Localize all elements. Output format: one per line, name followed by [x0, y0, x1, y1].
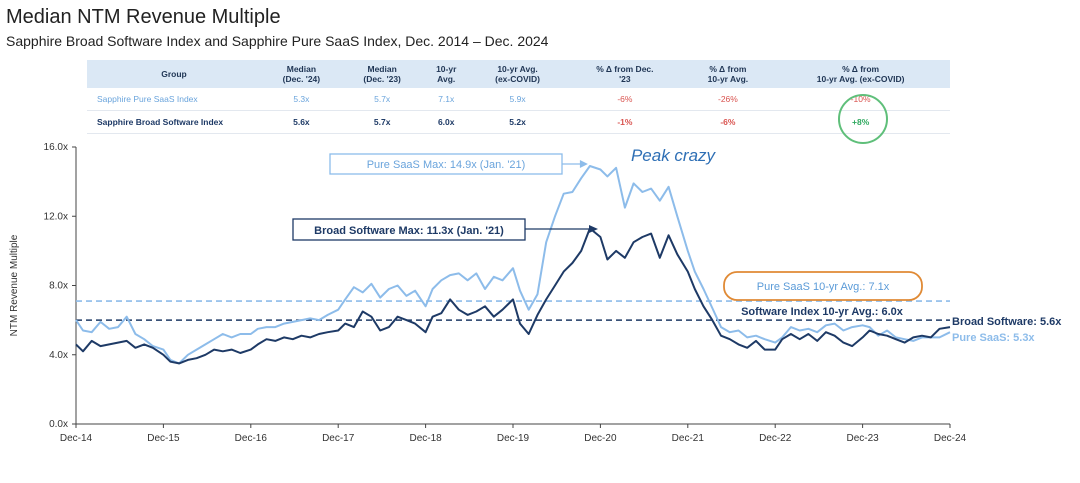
- header-group: Group: [87, 60, 261, 88]
- x-tick-label: Dec-21: [672, 433, 705, 444]
- x-tick-label: Dec-22: [759, 433, 792, 444]
- x-tick-label: Dec-20: [584, 433, 617, 444]
- highlight-circle: [837, 94, 888, 144]
- cell: -26%: [684, 88, 772, 111]
- broad-series-line: [75, 227, 951, 365]
- broad-max-label: Broad Software Max: 11.3x (Jan. '21): [314, 225, 504, 237]
- header-delta-dec23: % Δ from Dec. '23: [565, 60, 685, 88]
- x-tick-label: Dec-15: [147, 433, 180, 444]
- broad-max-arrowhead: [589, 225, 598, 233]
- x-tick-label: Dec-16: [235, 433, 268, 444]
- row-group: Sapphire Pure SaaS Index: [87, 88, 261, 111]
- saas-avg-box: [723, 271, 923, 301]
- cell: -6%: [565, 88, 685, 111]
- summary-table: Group Median (Dec. '24) Median (Dec. '23) …: [87, 60, 950, 144]
- y-tick-label: 12.0x: [44, 211, 68, 222]
- row-group: Sapphire Broad Software Index: [87, 110, 261, 134]
- y-axis-label: NTM Revenue Multiple: [9, 234, 20, 336]
- header-delta-10yr: % Δ from 10-yr Avg.: [684, 60, 772, 88]
- saas-max-arrowhead: [579, 160, 588, 168]
- cell: -6%: [684, 110, 772, 134]
- chart-subtitle: Sapphire Broad Software Index and Sapphi…: [6, 33, 549, 49]
- table-row: Sapphire Pure SaaS Index 5.3x 5.7x 7.1x …: [87, 88, 950, 144]
- cell-circled: -10%: [771, 88, 950, 144]
- saas-avg-label: Pure SaaS 10-yr Avg.: 7.1x: [757, 281, 890, 293]
- cell: 5.2x: [469, 110, 566, 134]
- cell: 7.1x: [422, 88, 470, 111]
- header-median-24: Median (Dec. '24): [261, 60, 342, 88]
- header-median-23: Median (Dec. '23): [341, 60, 423, 88]
- cell: 5.7x: [341, 88, 423, 111]
- y-tick-label: 4.0x: [49, 350, 68, 361]
- x-tick-label: Dec-17: [322, 433, 355, 444]
- chart-title: Median NTM Revenue Multiple: [6, 6, 281, 28]
- cell: 5.7x: [341, 110, 423, 134]
- x-tick-label: Dec-19: [497, 433, 530, 444]
- broad-end-label: Broad Software: 5.6x: [952, 316, 1062, 328]
- y-tick-label: 0.0x: [49, 419, 68, 430]
- cell: 5.9x: [469, 88, 566, 111]
- saas-end-label: Pure SaaS: 5.3x: [952, 332, 1035, 344]
- cell: -1%: [565, 110, 685, 134]
- saas-max-label: Pure SaaS Max: 14.9x (Jan. '21): [367, 159, 526, 171]
- broad-avg-label: Software Index 10-yr Avg.: 6.0x: [741, 306, 904, 318]
- x-tick-label: Dec-24: [934, 433, 967, 444]
- x-tick-label: Dec-18: [409, 433, 442, 444]
- header-delta-10yr-excovid: % Δ from 10-yr Avg. (ex-COVID): [771, 60, 950, 88]
- table-header-row: Group Median (Dec. '24) Median (Dec. '23) …: [87, 60, 950, 88]
- cell: 6.0x: [422, 110, 470, 134]
- saas-series-line: [75, 165, 951, 365]
- header-10yr-avg: 10-yr Avg.: [422, 60, 470, 88]
- cell: 5.6x: [261, 110, 342, 134]
- header-10yr-avg-excovid: 10-yr Avg. (ex-COVID): [469, 60, 566, 88]
- y-tick-label: 8.0x: [49, 281, 68, 292]
- cell: 5.3x: [261, 88, 342, 111]
- x-tick-label: Dec-14: [60, 433, 93, 444]
- x-tick-label: Dec-23: [846, 433, 879, 444]
- table-row: Sapphire Broad Software Index 5.6x 5.7x …: [87, 110, 950, 134]
- peak-crazy-label: Peak crazy: [631, 146, 717, 165]
- y-tick-label: 16.0x: [44, 142, 68, 153]
